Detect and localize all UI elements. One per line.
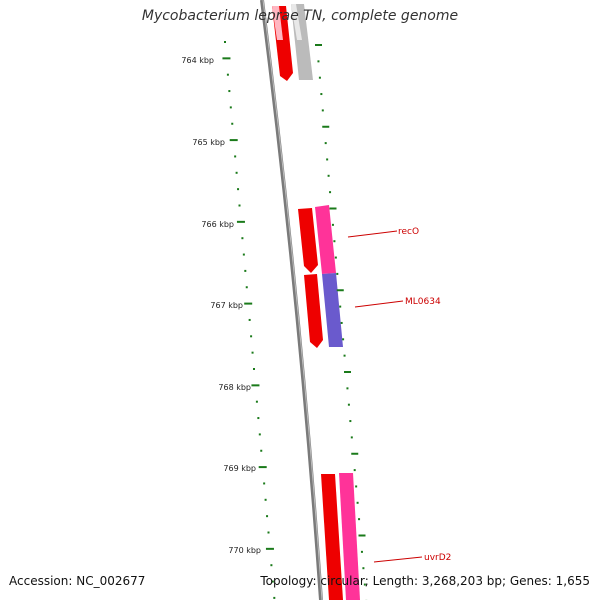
gene-label-uvrD2[interactable]: uvrD2 <box>424 553 451 563</box>
major-tick <box>344 371 351 373</box>
minor-tick <box>257 417 260 420</box>
minor-tick <box>327 174 330 177</box>
accession-text: Accession: NC_002677 <box>9 574 146 588</box>
minor-tick <box>353 469 356 472</box>
minor-tick <box>229 106 232 109</box>
major-tick <box>358 534 366 537</box>
minor-tick <box>264 498 267 501</box>
major-tick <box>222 57 231 60</box>
uvrD2-leader-line <box>373 556 423 563</box>
minor-tick <box>244 269 247 272</box>
minor-tick <box>235 171 238 174</box>
major-tick <box>315 44 322 46</box>
minor-tick <box>267 531 270 534</box>
minor-tick <box>237 188 240 191</box>
scale-ticks <box>222 41 368 600</box>
major-tick <box>351 452 359 455</box>
minor-tick <box>317 60 320 63</box>
minor-tick <box>329 191 332 194</box>
major-tick <box>336 289 344 292</box>
tick-label: 765 kbp <box>192 138 225 147</box>
minor-tick <box>250 335 253 338</box>
recO-leader-line <box>347 230 398 238</box>
minor-tick <box>356 501 359 504</box>
gene-label-ML0634[interactable]: ML0634 <box>405 297 441 307</box>
minor-tick <box>349 420 352 423</box>
minor-tick <box>266 515 269 518</box>
minor-tick <box>242 253 245 256</box>
minor-tick <box>251 351 254 354</box>
minor-tick <box>334 256 337 259</box>
gene-feature[interactable] <box>272 6 283 40</box>
minor-tick <box>321 109 324 112</box>
minor-tick <box>350 436 353 439</box>
minor-tick <box>362 567 365 570</box>
gene-feature[interactable] <box>339 473 360 600</box>
genome-summary-text: Topology: circular; Length: 3,268,203 bp… <box>260 574 590 588</box>
gene-label-recO[interactable]: recO <box>398 227 419 237</box>
tick-label: 767 kbp <box>210 301 243 310</box>
genome-backbone <box>260 0 323 600</box>
minor-tick <box>342 338 345 341</box>
minor-tick <box>234 155 237 158</box>
minor-tick <box>253 368 255 370</box>
minor-tick <box>231 122 234 125</box>
tick-label: 770 kbp <box>228 546 261 555</box>
minor-tick <box>270 564 273 567</box>
minor-tick <box>260 449 263 452</box>
minor-tick <box>318 76 321 79</box>
tick-label: 769 kbp <box>223 464 256 473</box>
major-tick <box>251 384 260 387</box>
minor-tick <box>339 305 342 308</box>
major-tick <box>265 547 274 550</box>
minor-tick <box>255 400 258 403</box>
minor-tick <box>347 403 350 406</box>
gene-feature[interactable] <box>322 273 343 347</box>
minor-tick <box>336 272 339 275</box>
minor-tick <box>226 73 229 76</box>
ML0634-leader-line <box>354 300 404 308</box>
minor-tick <box>248 318 251 321</box>
major-tick <box>258 466 267 469</box>
minor-tick <box>343 354 346 357</box>
major-tick <box>236 220 245 223</box>
minor-tick <box>363 583 366 586</box>
minor-tick <box>360 550 363 553</box>
tick-label: 768 kbp <box>218 383 251 392</box>
major-tick <box>329 207 337 210</box>
tick-label: 766 kbp <box>201 220 234 229</box>
minor-tick <box>228 90 231 93</box>
minor-tick <box>333 240 336 243</box>
gene-feature[interactable] <box>298 208 318 273</box>
minor-tick <box>320 93 323 96</box>
minor-tick <box>331 223 334 226</box>
gene-feature[interactable] <box>291 4 302 40</box>
minor-tick <box>326 158 329 161</box>
minor-tick <box>340 321 343 324</box>
major-tick <box>244 302 253 305</box>
minor-tick <box>355 485 358 488</box>
tick-label: 764 kbp <box>181 56 214 65</box>
genome-backbone-highlight <box>262 0 323 600</box>
gene-feature[interactable] <box>315 205 336 274</box>
minor-tick <box>358 518 361 521</box>
minor-tick <box>324 142 327 145</box>
minor-tick <box>258 433 261 436</box>
minor-tick <box>245 286 248 289</box>
gene-feature[interactable] <box>304 274 323 348</box>
minor-tick <box>224 41 226 43</box>
major-tick <box>322 125 330 128</box>
major-tick <box>229 139 238 142</box>
minor-tick <box>238 204 241 207</box>
minor-tick <box>273 596 276 599</box>
gene-features <box>272 4 360 600</box>
minor-tick <box>271 580 274 583</box>
gene-feature[interactable] <box>321 474 343 600</box>
map-title: Mycobacterium leprae TN, complete genome <box>141 8 459 24</box>
minor-tick <box>263 482 266 485</box>
minor-tick <box>346 387 349 390</box>
minor-tick <box>241 237 244 240</box>
